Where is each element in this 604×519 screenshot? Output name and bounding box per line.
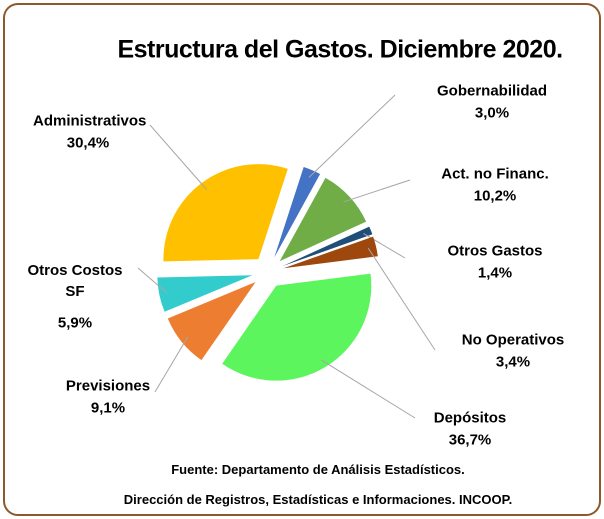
slice-label: Gobernabilidad [437,82,548,100]
value-label: 5,9% [57,314,93,332]
source-note: Fuente: Departamento de Análisis Estadís… [171,462,465,477]
slice-label: Otros Gastos [447,242,543,260]
leader-line [308,94,396,178]
pie-slice [282,226,373,267]
leader-line [137,267,168,294]
pie-slice [157,275,253,312]
slice-label: Depósitos [433,409,507,427]
frame [3,3,601,516]
leader-line [321,359,416,419]
value-label: 36,7% [448,431,492,449]
pie-slice [167,282,256,361]
source-note: Dirección de Registros, Estadísticas e I… [123,492,513,507]
slice-label: Act. no Financ. [441,165,549,183]
pie-slice [163,164,288,262]
pie-slice [222,273,372,381]
slice-label: Administrativos [33,112,147,130]
chart-title: Estructura del Gastos. Diciembre 2020. [117,35,563,64]
leader-line [149,124,207,190]
value-label: 3,0% [474,104,510,122]
value-label: 3,4% [495,353,531,371]
slice-label: Otros Costos SF [27,262,123,300]
slice-label: No Operativos [461,331,565,349]
leader-line [343,179,411,203]
value-label: 9,1% [90,399,126,417]
value-label: 30,4% [66,134,110,152]
leader-line [363,232,406,259]
pie-slice [279,177,367,262]
slice-label: Previsiones [65,377,151,395]
leader-line [154,336,189,393]
leader-line [367,247,436,351]
pie-slice [283,236,378,269]
value-label: 1,4% [477,264,513,282]
value-label: 10,2% [473,187,517,205]
pie-slice [274,166,321,258]
